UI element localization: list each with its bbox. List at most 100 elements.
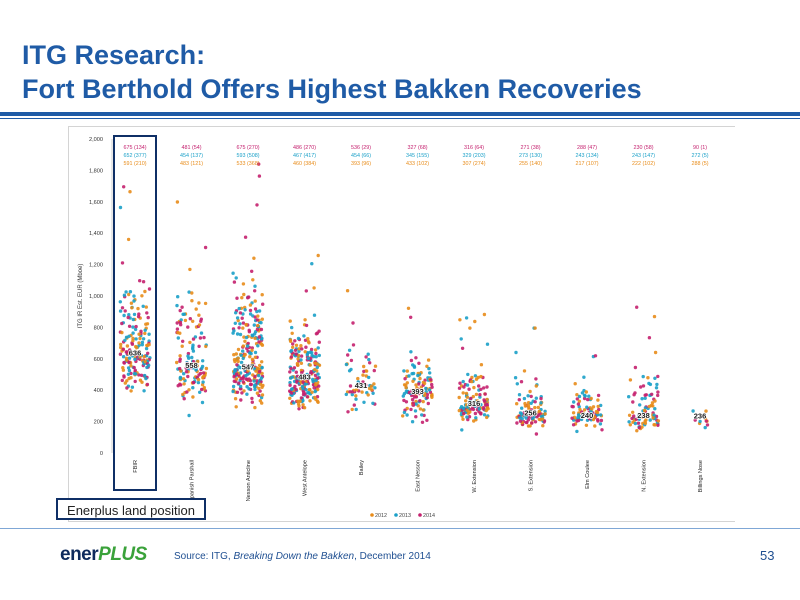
data-point (639, 415, 643, 419)
data-point (402, 398, 406, 403)
data-point (118, 309, 123, 313)
data-point (367, 375, 371, 380)
data-point (425, 364, 429, 368)
data-point (533, 420, 538, 424)
data-point (301, 403, 305, 407)
data-point (543, 409, 547, 413)
category-label: Bailey (359, 460, 365, 475)
header-2013-label: 243 (134) (575, 153, 598, 159)
data-point (235, 363, 239, 367)
data-point (231, 389, 235, 394)
data-point (201, 359, 205, 363)
data-point (146, 315, 150, 320)
data-point (418, 399, 422, 403)
data-point (485, 397, 489, 402)
data-point (248, 355, 252, 359)
data-point (479, 363, 484, 367)
data-point (255, 327, 260, 332)
data-point (147, 287, 152, 291)
data-point (593, 354, 598, 358)
data-point (479, 374, 483, 379)
data-point (534, 396, 538, 400)
data-point (314, 332, 319, 336)
data-point (289, 355, 294, 359)
data-point (260, 360, 264, 364)
data-point (259, 327, 264, 332)
data-point (518, 416, 522, 420)
data-point (479, 387, 483, 391)
header-2014-label: 675 (270) (236, 145, 259, 151)
data-point (191, 395, 195, 399)
data-point (467, 387, 471, 391)
data-point (598, 422, 603, 426)
data-point (121, 347, 126, 351)
data-point (428, 371, 432, 375)
data-point (586, 397, 590, 402)
data-point (373, 386, 377, 390)
data-point (299, 361, 304, 365)
data-point (523, 404, 528, 408)
data-point (118, 300, 123, 304)
data-point (234, 372, 239, 376)
data-point (417, 382, 421, 386)
data-point (596, 393, 601, 398)
data-point (344, 392, 348, 397)
y-tick-label: 1,000 (89, 294, 103, 300)
data-point (597, 407, 601, 412)
data-point (204, 344, 208, 349)
data-point (240, 316, 244, 320)
data-point (482, 399, 487, 403)
data-point (238, 322, 242, 326)
y-tick-label: 600 (94, 357, 103, 363)
data-point (125, 386, 129, 390)
data-point (251, 278, 255, 282)
data-point (648, 418, 652, 422)
data-point (312, 386, 316, 390)
data-point (351, 343, 356, 347)
median-label: 636 (129, 349, 142, 358)
data-point (409, 315, 413, 319)
source-suffix: , December 2014 (354, 551, 431, 562)
data-point (179, 323, 183, 327)
page-number: 53 (760, 548, 775, 563)
data-point (313, 367, 317, 372)
data-point (239, 353, 243, 357)
median-label: 547 (242, 363, 255, 372)
data-point (260, 293, 264, 297)
data-point (250, 348, 254, 352)
data-point (637, 426, 641, 430)
data-point (201, 375, 205, 379)
data-point (460, 428, 464, 432)
data-point (301, 386, 305, 391)
data-point (141, 337, 146, 341)
data-point (246, 296, 250, 300)
data-point (310, 353, 314, 358)
data-point (199, 331, 204, 335)
fbir-highlight-box (113, 135, 157, 491)
data-point (590, 407, 594, 411)
data-point (638, 403, 642, 407)
data-point (314, 351, 318, 356)
data-point (241, 356, 245, 361)
data-point (292, 401, 296, 405)
data-point (180, 305, 184, 309)
slide-title: ITG Research: Fort Berthold Offers Highe… (22, 38, 782, 106)
data-point (303, 382, 307, 386)
data-point (310, 262, 314, 266)
data-point (293, 348, 298, 352)
data-point (575, 419, 579, 423)
data-point (414, 402, 418, 406)
y-tick-label: 200 (94, 420, 103, 426)
data-point (582, 408, 587, 412)
data-point (302, 334, 306, 338)
data-point (122, 313, 126, 318)
data-point (314, 397, 318, 402)
data-point (244, 322, 248, 327)
data-point (345, 390, 350, 394)
data-point (577, 394, 582, 399)
data-point (245, 377, 249, 382)
data-point (314, 355, 318, 359)
data-point (457, 386, 462, 390)
data-point (253, 307, 258, 311)
data-point (137, 332, 141, 336)
